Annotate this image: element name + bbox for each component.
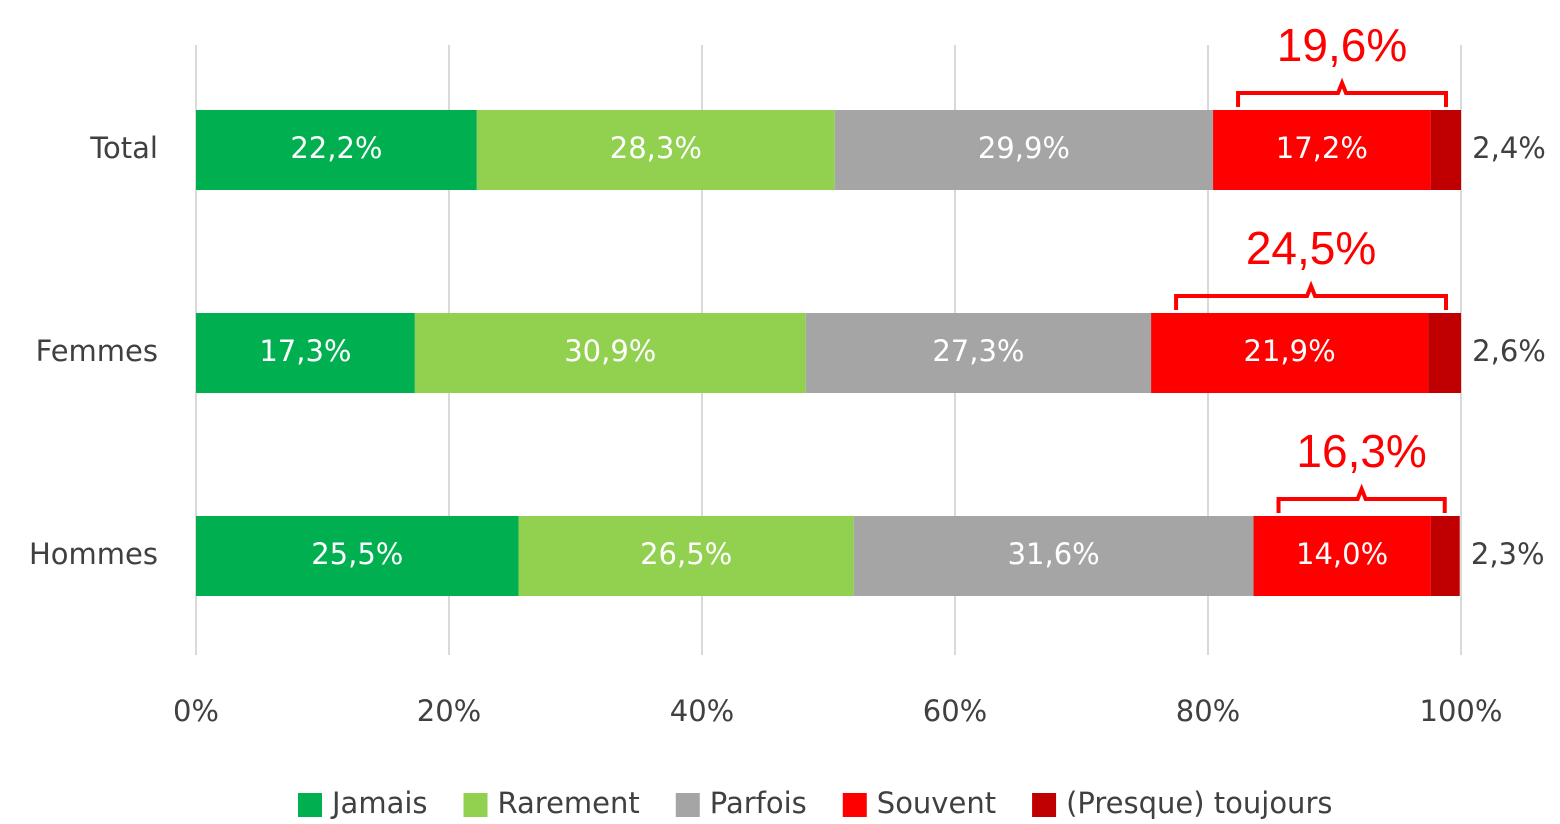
y-tick-label: Femmes <box>36 334 158 368</box>
bar-segment <box>834 110 1214 190</box>
legend-swatch <box>675 793 700 817</box>
data-label: 14,0% <box>1296 537 1388 571</box>
data-label: 17,3% <box>259 334 351 368</box>
data-label: 25,5% <box>311 537 403 571</box>
bracket <box>1236 77 1448 107</box>
data-label: 2,3% <box>1471 537 1545 571</box>
bar-segment <box>196 516 519 596</box>
data-label: 22,2% <box>290 131 382 165</box>
data-label: 29,9% <box>978 131 1070 165</box>
annotation: 19,6% <box>1277 19 1407 71</box>
y-tick-label: Hommes <box>29 537 158 571</box>
data-label: 27,3% <box>932 334 1024 368</box>
legend-label: Jamais <box>330 786 428 820</box>
bar-segment <box>1213 110 1431 190</box>
legend-swatch <box>298 793 322 817</box>
legend-label: Souvent <box>877 786 996 820</box>
legend-label: Rarement <box>498 786 640 820</box>
data-label: 26,5% <box>640 537 732 571</box>
data-label: 17,2% <box>1276 131 1368 165</box>
bar-segment <box>1430 110 1461 190</box>
x-tick-label: 100% <box>1420 694 1503 728</box>
bar-segment <box>1253 516 1431 596</box>
legend-swatch <box>463 793 488 817</box>
bar-segment <box>196 110 477 190</box>
data-label: 2,6% <box>1472 334 1546 368</box>
bar-segment <box>1428 313 1461 393</box>
bar-segment <box>1151 313 1429 393</box>
data-label: 28,3% <box>610 131 702 165</box>
y-tick-label: Total <box>89 131 158 165</box>
legend-label: (Presque) toujours <box>1066 786 1332 820</box>
legend-swatch <box>842 793 867 817</box>
bar-segment <box>196 313 415 393</box>
bar-segment <box>414 313 806 393</box>
legend-label: Parfois <box>710 786 807 820</box>
annotation: 16,3% <box>1296 425 1426 477</box>
bar-segment <box>476 110 835 190</box>
bar-segment <box>518 516 854 596</box>
bar-segment <box>805 313 1152 393</box>
data-label: 30,9% <box>564 334 656 368</box>
x-tick-label: 20% <box>417 694 481 728</box>
x-tick-label: 0% <box>173 694 219 728</box>
annotation: 24,5% <box>1246 222 1376 274</box>
x-tick-label: 60% <box>923 694 987 728</box>
data-label: 21,9% <box>1244 334 1336 368</box>
bracket <box>1174 280 1448 310</box>
x-tick-label: 40% <box>670 694 734 728</box>
bar-segment <box>1430 516 1460 596</box>
legend-swatch <box>1032 793 1057 817</box>
data-label: 2,4% <box>1472 131 1546 165</box>
bar-segment <box>853 516 1254 596</box>
bracket <box>1276 483 1447 513</box>
data-label: 31,6% <box>1008 537 1100 571</box>
x-tick-label: 80% <box>1176 694 1240 728</box>
